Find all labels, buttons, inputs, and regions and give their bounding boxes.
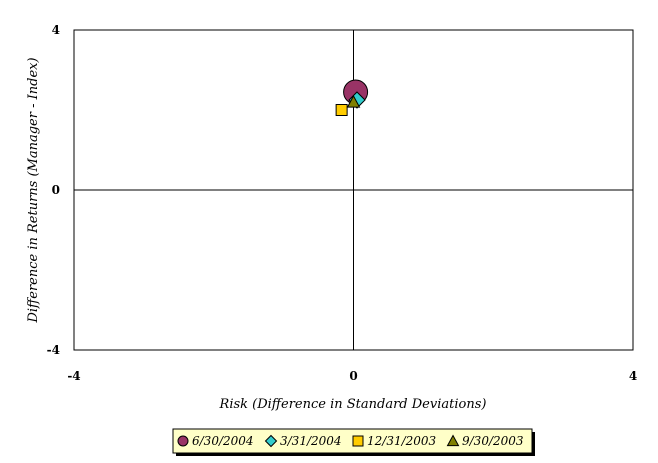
legend-marker-triangle	[446, 434, 460, 447]
y-tick-label: 4	[52, 23, 60, 37]
x-tick-label: -4	[67, 369, 80, 383]
y-axis-title: Difference in Returns (Manager - Index)	[26, 57, 41, 323]
x-tick-label: 4	[629, 369, 637, 383]
legend-label: 9/30/2003	[462, 434, 524, 448]
x-axis-title: Risk (Difference in Standard Deviations)	[219, 397, 487, 412]
legend: 6/30/2004 3/31/2004 12/31/2003 9/30/2003	[172, 428, 535, 456]
x-tick-label: 0	[349, 369, 357, 383]
legend-label: 3/31/2004	[280, 434, 342, 448]
legend-marker-circle	[177, 435, 189, 447]
data-point-triangle	[346, 94, 361, 108]
data-markers	[335, 79, 369, 116]
y-tick-label: 0	[52, 183, 60, 197]
legend-marker-diamond	[264, 434, 278, 448]
legend-label: 12/31/2003	[367, 434, 437, 448]
legend-label: 6/30/2004	[192, 434, 254, 448]
data-point-square	[335, 104, 348, 116]
y-tick-label: -4	[47, 343, 60, 357]
legend-marker-square	[352, 435, 364, 447]
